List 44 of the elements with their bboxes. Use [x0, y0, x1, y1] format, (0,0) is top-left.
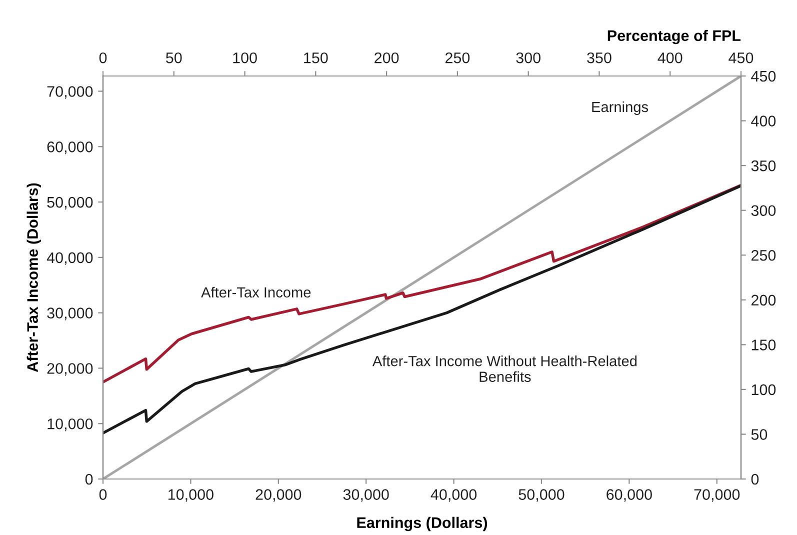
y2-tick-label: 100 [752, 384, 776, 396]
x2-tick-label: 50 [166, 52, 182, 64]
x2-tick-label: 450 [728, 52, 754, 64]
y2-tick-label: 400 [751, 116, 776, 126]
y2-tick-label: 150 [752, 340, 776, 350]
series-label: After-Tax Income Without Health-Related Benefits [372, 356, 637, 382]
y-tick-label: 70,000 [47, 86, 93, 99]
y-tick-label: 20,000 [47, 363, 93, 376]
series-label: After-Tax Income [201, 286, 311, 298]
x2-tick-label: 350 [587, 52, 612, 64]
x-tick-label: 50,000 [518, 489, 564, 502]
y2-tick-label: 350 [751, 160, 776, 172]
x2-tick-label: 100 [233, 52, 257, 64]
line-series [103, 184, 741, 434]
line-series [103, 184, 741, 384]
x-axis-title: Earnings (Dollars) [357, 516, 488, 532]
x-tick-label: 30,000 [343, 489, 389, 502]
x-tick-label: 20,000 [256, 489, 302, 502]
x-tick-label: 10,000 [168, 489, 214, 502]
y2-tick-label: 450 [751, 70, 776, 82]
x2-tick-label: 0 [99, 52, 107, 64]
y2-tick-label: 300 [751, 205, 776, 216]
x2-tick-label: 250 [445, 52, 470, 64]
y-tick-label: 10,000 [48, 418, 93, 432]
y2-tick-label: 250 [751, 250, 776, 261]
y-tick-label: 50,000 [47, 196, 93, 210]
y-axis-title: After-Tax Income (Dollars) [26, 183, 41, 372]
y-tick-label: 60,000 [47, 141, 93, 154]
y-tick-label: 30,000 [47, 308, 93, 320]
y2-tick-label: 50 [751, 429, 768, 440]
x-tick-label: 60,000 [606, 489, 652, 502]
x2-tick-label: 300 [516, 52, 540, 64]
x2-tick-label: 150 [304, 52, 328, 64]
x2-tick-label: 400 [658, 52, 682, 64]
x2-tick-label: 200 [374, 52, 399, 64]
x-tick-label: 0 [99, 489, 107, 500]
y2-tick-label: 200 [751, 294, 776, 306]
y2-tick-label: 0 [751, 474, 759, 485]
y-tick-label: 0 [85, 474, 93, 485]
x2-axis-title: Percentage of FPL [608, 30, 741, 44]
x-tick-label: 40,000 [430, 489, 477, 502]
series-label: Earnings [592, 101, 648, 116]
x-tick-label: 70,000 [694, 489, 740, 502]
y-tick-label: 40,000 [46, 252, 93, 265]
